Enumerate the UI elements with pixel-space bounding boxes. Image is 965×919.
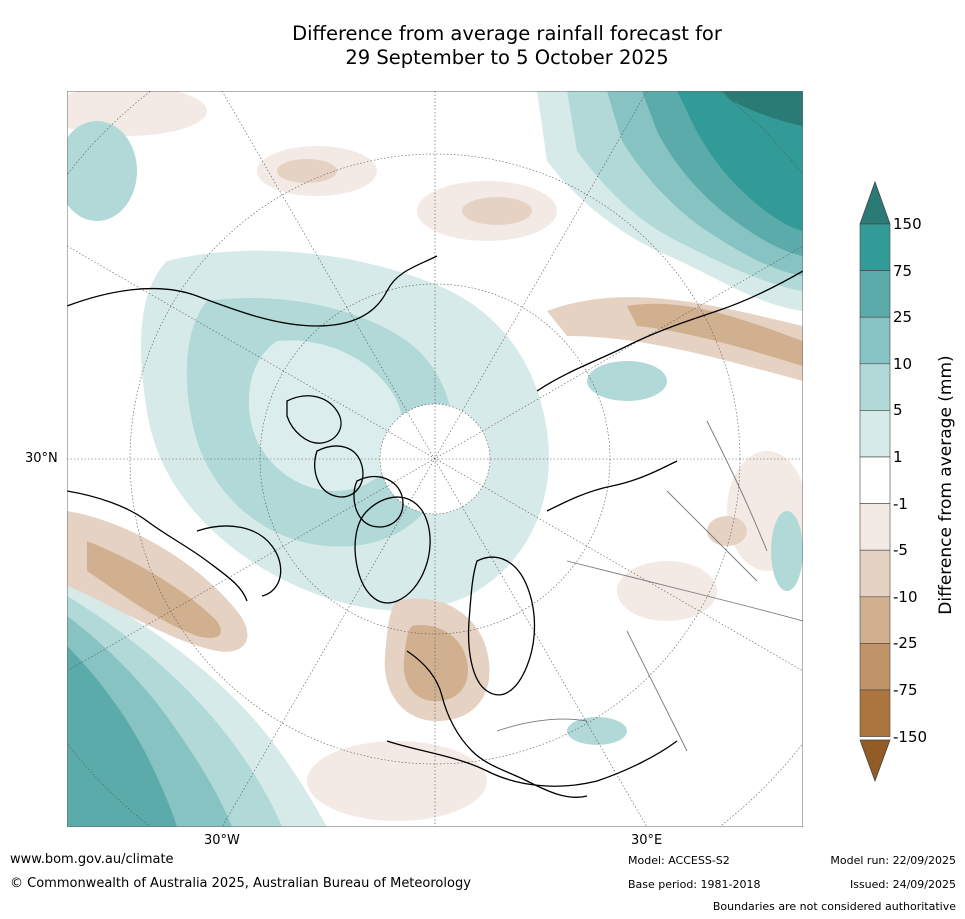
coastlines (67, 255, 803, 798)
lon-label-30e: 30°E (631, 833, 663, 848)
website-link[interactable]: www.bom.gov.au/climate (10, 852, 174, 867)
issued-text: Issued: 24/09/2025 (849, 878, 956, 891)
disclaimer-text: Boundaries are not considered authoritat… (712, 900, 956, 913)
graticule (67, 91, 803, 827)
wet-anomaly-southwest (67, 581, 327, 827)
colorbar-bin (859, 596, 891, 644)
lat-label-30n: 30°N (25, 451, 58, 466)
colorbar-bin (859, 456, 891, 504)
colorbar-tick-label: 75 (893, 261, 913, 280)
colorbar-bin (859, 410, 891, 458)
model-text: Model: ACCESS-S2 (628, 854, 730, 867)
colorbar-tick-label: 150 (893, 215, 922, 233)
colorbar-bin (859, 549, 891, 598)
colorbar-bins (859, 223, 891, 737)
colorbar-over-triangle (859, 180, 891, 225)
colorbar-bin (859, 316, 891, 365)
colorbar-tick-label: -10 (893, 587, 918, 606)
colorbar-bin (859, 689, 891, 737)
dry-band-asia (547, 297, 803, 381)
colorbar-tick-label: -25 (893, 634, 918, 653)
map-canvas (67, 91, 803, 827)
country-borders (496, 420, 803, 752)
map-title: Difference from average rainfall forecas… (67, 22, 947, 70)
colorbar-tick-label: 10 (893, 354, 913, 373)
title-line-2: 29 September to 5 October 2025 (345, 46, 669, 69)
colorbar-tick-label: -5 (893, 541, 908, 560)
colorbar-bin (859, 363, 891, 411)
model-run-text: Model run: 22/09/2025 (830, 854, 956, 867)
colorbar-tick-label: 5 (893, 401, 903, 420)
base-period-text: Base period: 1981-2018 (628, 878, 761, 891)
colorbar-bin (859, 223, 891, 271)
colorbar (859, 180, 891, 783)
colorbar-bin (859, 503, 891, 551)
copyright-text: © Commonwealth of Australia 2025, Austra… (10, 876, 471, 891)
colorbar-bin (859, 270, 891, 318)
colorbar-tick-label: -1 (893, 494, 908, 513)
rainfall-anomaly-map (67, 91, 803, 827)
wet-anomaly-northeast (537, 91, 803, 311)
title-line-1: Difference from average rainfall forecas… (292, 22, 722, 45)
colorbar-tick-label: -150 (893, 727, 928, 746)
lon-label-30w: 30°W (204, 833, 240, 848)
colorbar-tick-label: 25 (893, 308, 913, 327)
colorbar-under-triangle (859, 739, 891, 783)
colorbar-tick-label: -75 (893, 681, 918, 699)
colorbar-bin (859, 643, 891, 691)
colorbar-label: Difference from average (mm) (936, 355, 956, 615)
wet-anomaly-patches (67, 121, 803, 745)
colorbar-tick-label: 1 (893, 448, 903, 466)
